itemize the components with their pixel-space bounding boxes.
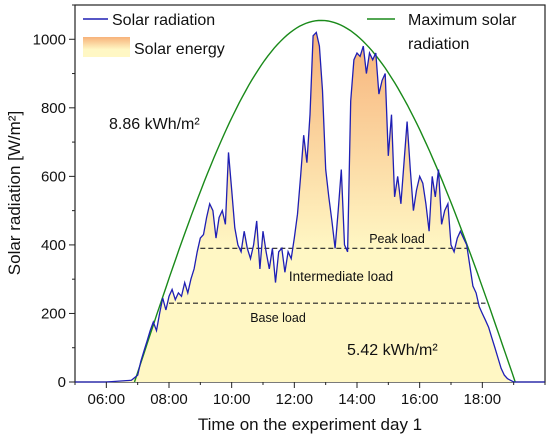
x-tick-label: 16:00: [401, 391, 439, 408]
energy-max-label: 8.86 kWh/m²: [109, 116, 200, 133]
legend-max-solar-label-line2: radiation: [408, 36, 469, 53]
max-solar-radiation-line: [133, 19, 516, 383]
x-tick-label: 08:00: [150, 391, 188, 408]
y-tick-label: 400: [41, 237, 66, 254]
solar-energy-area: [75, 32, 545, 383]
y-tick-label: 200: [41, 305, 66, 322]
x-tick-label: 12:00: [276, 391, 314, 408]
x-tick-label: 06:00: [88, 391, 126, 408]
peak-load-label: Peak load: [369, 232, 425, 246]
y-tick-label: 0: [58, 374, 66, 391]
solar-radiation-line: [75, 31, 545, 383]
y-axis: 0 200 400 600 800 1000: [33, 4, 75, 391]
y-tick-label: 600: [41, 168, 66, 185]
y-tick-label: 1000: [33, 31, 66, 48]
legend-solar-energy-swatch: [83, 37, 130, 57]
intermediate-load-label: Intermediate load: [289, 269, 393, 284]
y-tick-label: 800: [41, 100, 66, 117]
x-tick-label: 18:00: [464, 391, 502, 408]
legend-solar-radiation-label: Solar radiation: [112, 12, 215, 29]
legend: Solar radiation Solar energy Maximum sol…: [83, 12, 517, 58]
x-axis-title: Time on the experiment day 1: [198, 415, 422, 434]
x-tick-label: 14:00: [338, 391, 376, 408]
energy-measured-label: 5.42 kWh/m²: [347, 342, 438, 359]
x-axis: 06:00 08:00 10:00 12:00 14:00 16:00 18:00: [74, 382, 546, 408]
y-axis-title: Solar radiation [W/m²]: [5, 111, 24, 275]
legend-solar-energy-label: Solar energy: [134, 41, 225, 58]
legend-max-solar-label-line1: Maximum solar: [408, 12, 517, 29]
x-tick-label: 10:00: [213, 391, 251, 408]
base-load-label: Base load: [250, 311, 306, 325]
